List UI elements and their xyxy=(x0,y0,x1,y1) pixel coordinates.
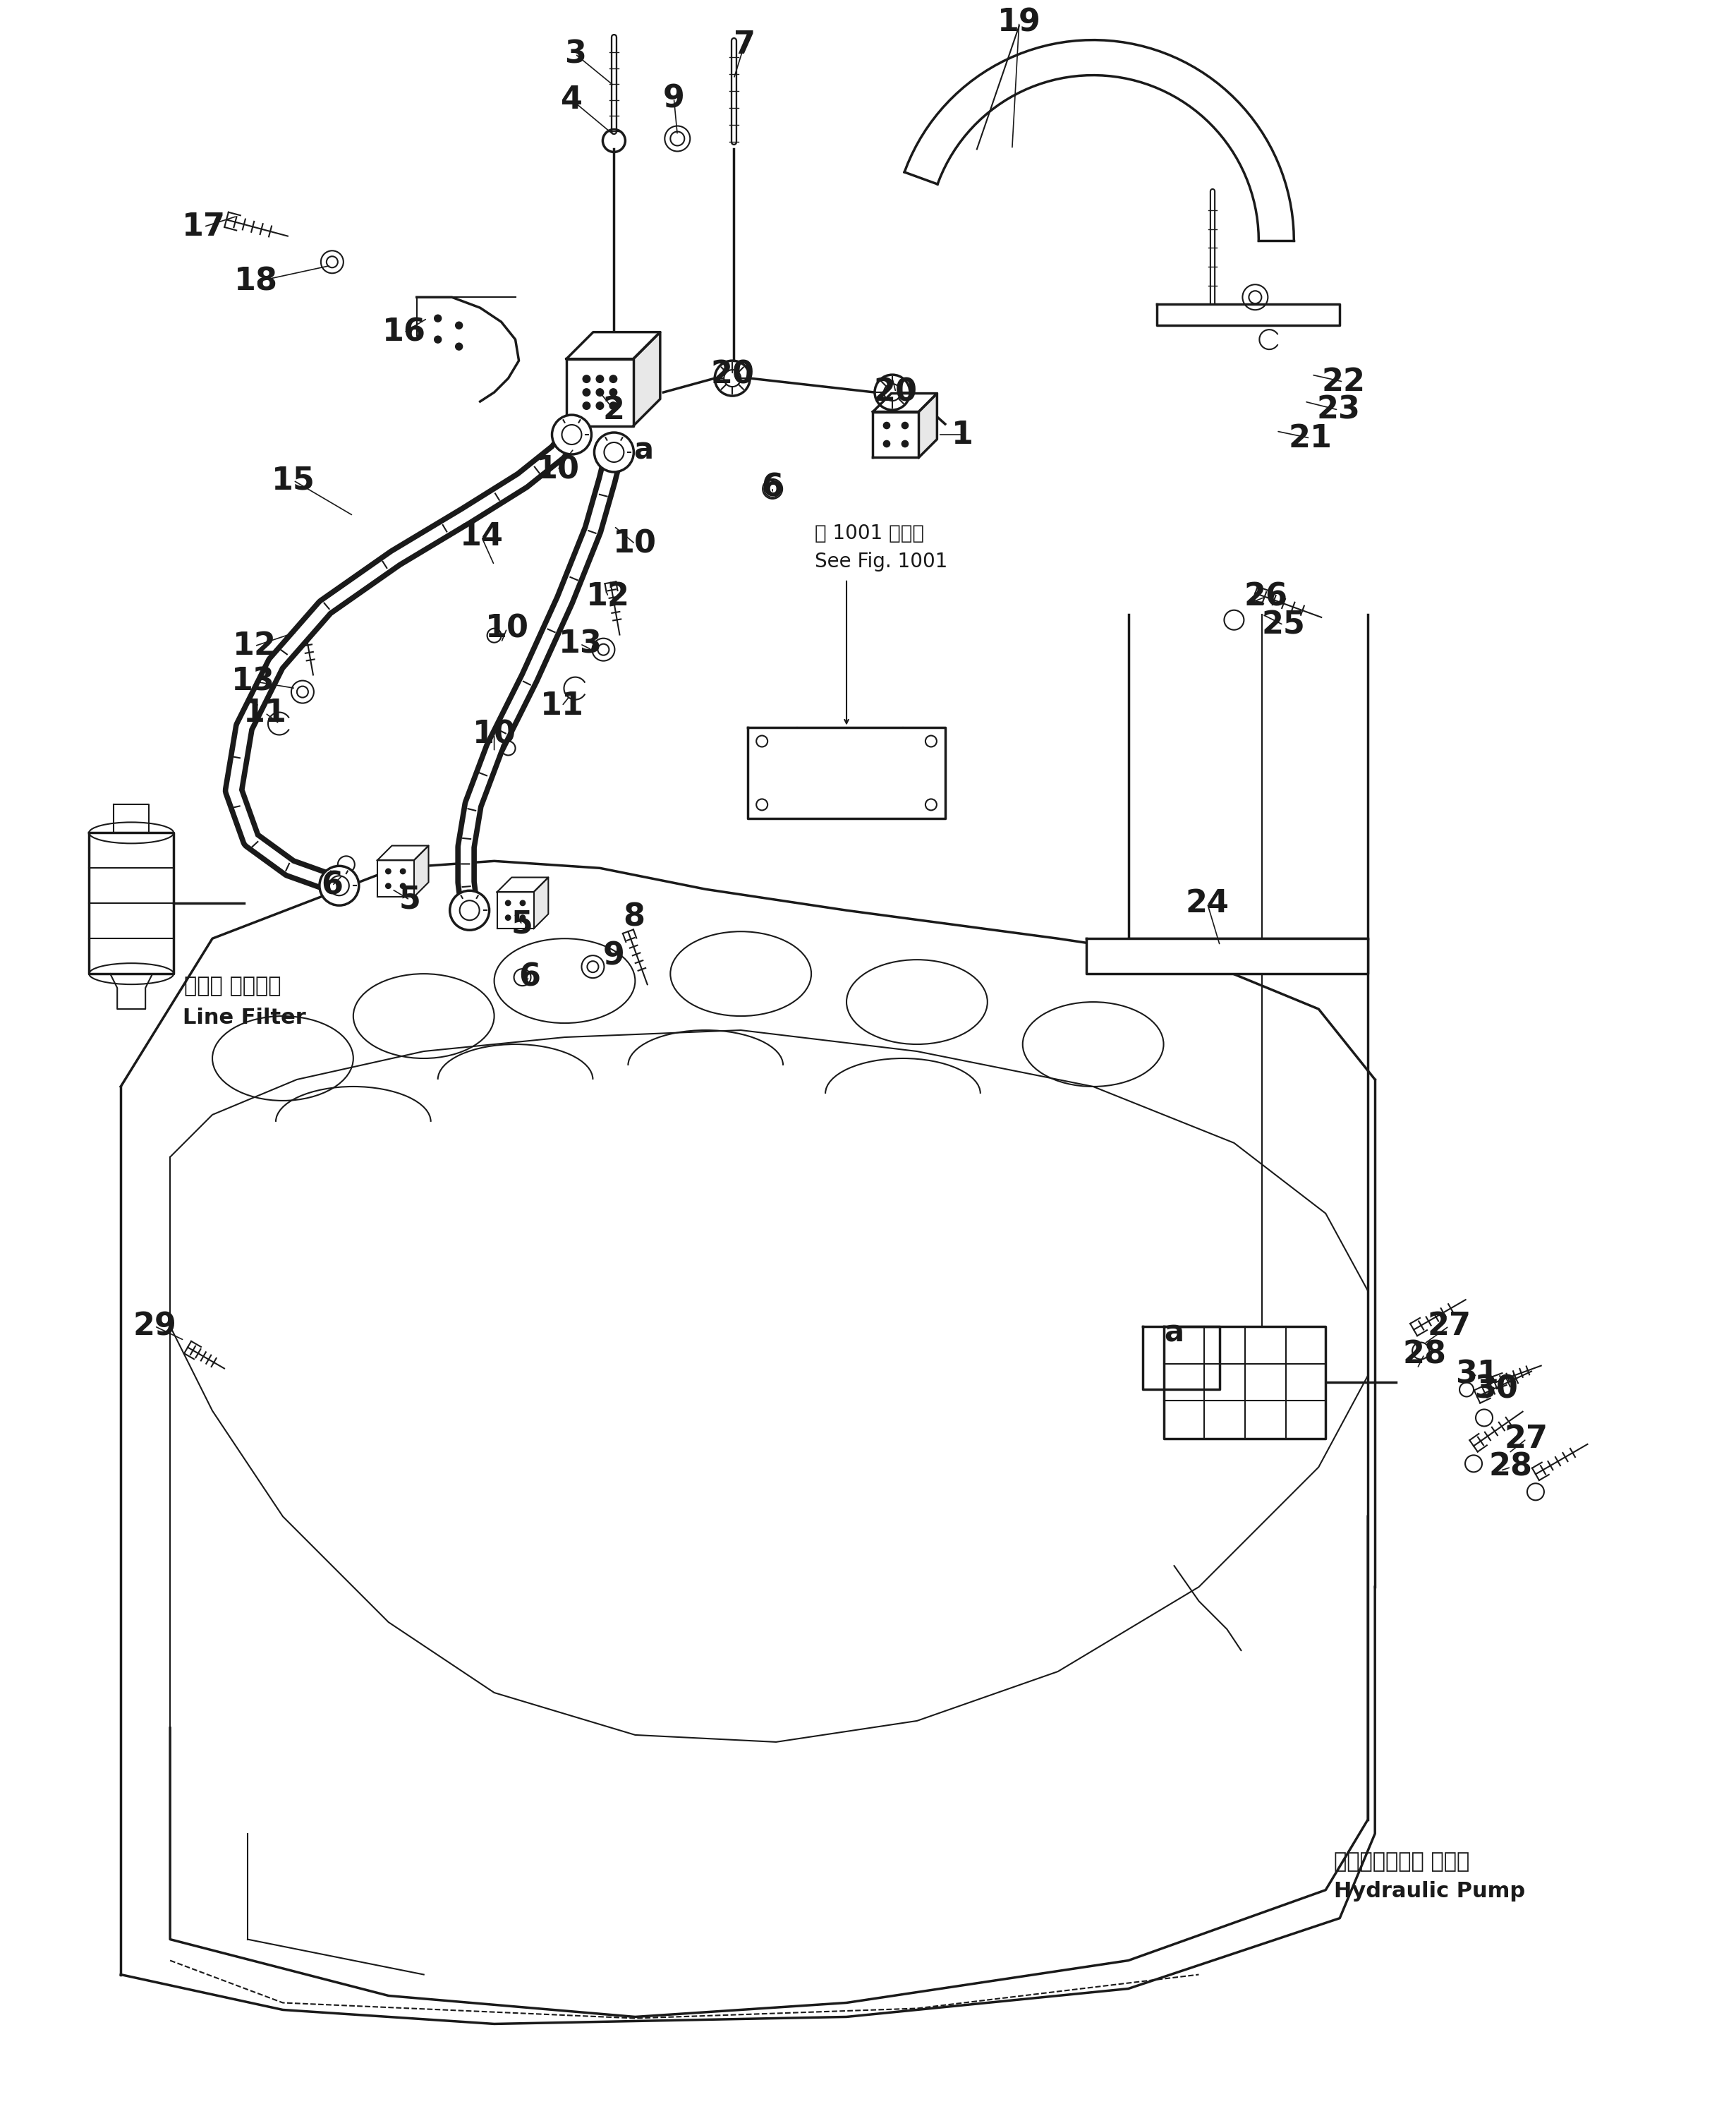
Text: 28: 28 xyxy=(1489,1451,1533,1483)
Polygon shape xyxy=(89,832,174,975)
Circle shape xyxy=(884,440,891,447)
Polygon shape xyxy=(634,332,660,426)
Text: 20: 20 xyxy=(873,377,918,409)
Text: 11: 11 xyxy=(540,692,583,721)
Text: 15: 15 xyxy=(271,466,316,496)
Circle shape xyxy=(434,336,441,343)
Text: 22: 22 xyxy=(1321,366,1364,398)
Polygon shape xyxy=(873,411,918,458)
Text: 27: 27 xyxy=(1427,1311,1470,1341)
Polygon shape xyxy=(1087,938,1368,975)
Text: 13: 13 xyxy=(559,628,602,660)
Circle shape xyxy=(594,432,634,472)
Circle shape xyxy=(450,892,490,930)
Circle shape xyxy=(609,389,616,396)
Circle shape xyxy=(583,375,590,383)
Text: 5: 5 xyxy=(399,885,420,915)
Text: 24: 24 xyxy=(1186,887,1229,919)
Circle shape xyxy=(595,389,604,396)
Text: 11: 11 xyxy=(243,698,286,728)
Circle shape xyxy=(401,868,406,875)
Polygon shape xyxy=(873,394,937,411)
Text: 6: 6 xyxy=(519,962,540,992)
Text: ハイドロリック ポンプ: ハイドロリック ポンプ xyxy=(1333,1851,1470,1873)
Polygon shape xyxy=(1156,304,1340,326)
Polygon shape xyxy=(533,877,549,928)
Polygon shape xyxy=(918,394,937,458)
Text: 29: 29 xyxy=(132,1311,177,1341)
Text: See Fig. 1001: See Fig. 1001 xyxy=(814,551,948,572)
Text: 8: 8 xyxy=(623,902,644,932)
Circle shape xyxy=(455,343,462,351)
Text: 5: 5 xyxy=(512,909,533,941)
Text: 第 1001 図参照: 第 1001 図参照 xyxy=(814,523,924,543)
Text: 10: 10 xyxy=(613,528,656,560)
Circle shape xyxy=(455,321,462,330)
Text: 6: 6 xyxy=(321,870,344,900)
Text: 18: 18 xyxy=(234,266,278,298)
Text: 27: 27 xyxy=(1505,1424,1549,1453)
Text: 2: 2 xyxy=(602,396,625,426)
Polygon shape xyxy=(496,892,533,928)
Text: ライン フィルタ: ライン フィルタ xyxy=(184,977,281,996)
Text: 30: 30 xyxy=(1474,1375,1517,1404)
Circle shape xyxy=(385,883,391,890)
Text: Line Filter: Line Filter xyxy=(182,1007,306,1028)
Text: 4: 4 xyxy=(561,85,583,115)
Text: 20: 20 xyxy=(710,360,753,389)
Polygon shape xyxy=(1163,1326,1326,1439)
Circle shape xyxy=(505,915,510,919)
Text: 10: 10 xyxy=(472,719,516,749)
Circle shape xyxy=(609,402,616,409)
Text: 10: 10 xyxy=(484,613,529,643)
Text: 9: 9 xyxy=(663,83,684,113)
Text: a: a xyxy=(1165,1319,1184,1347)
Polygon shape xyxy=(748,728,944,819)
Polygon shape xyxy=(413,845,429,898)
Circle shape xyxy=(583,389,590,396)
Text: 9: 9 xyxy=(602,941,625,970)
Polygon shape xyxy=(566,360,634,426)
Circle shape xyxy=(521,900,526,907)
Text: 26: 26 xyxy=(1245,581,1288,613)
Text: 3: 3 xyxy=(564,38,587,70)
Text: 28: 28 xyxy=(1403,1339,1446,1370)
Circle shape xyxy=(609,375,616,383)
Polygon shape xyxy=(496,877,549,892)
Circle shape xyxy=(385,868,391,875)
Circle shape xyxy=(595,375,604,383)
Circle shape xyxy=(552,415,592,455)
Polygon shape xyxy=(566,332,660,360)
Text: 19: 19 xyxy=(996,6,1042,38)
Polygon shape xyxy=(377,845,429,860)
Text: 21: 21 xyxy=(1288,423,1332,453)
Circle shape xyxy=(583,402,590,409)
Polygon shape xyxy=(377,860,413,898)
Text: 12: 12 xyxy=(587,581,630,613)
Text: 6: 6 xyxy=(762,472,783,502)
Circle shape xyxy=(505,900,510,907)
Text: 31: 31 xyxy=(1455,1360,1498,1390)
Polygon shape xyxy=(1142,1326,1220,1390)
Text: 14: 14 xyxy=(460,521,503,551)
Circle shape xyxy=(521,915,526,919)
Text: 16: 16 xyxy=(382,317,425,347)
Text: a: a xyxy=(634,436,653,466)
Text: 10: 10 xyxy=(536,455,580,485)
Text: 23: 23 xyxy=(1316,396,1359,426)
Circle shape xyxy=(884,421,891,428)
Circle shape xyxy=(595,402,604,409)
Circle shape xyxy=(901,421,908,428)
Circle shape xyxy=(901,440,908,447)
Text: 1: 1 xyxy=(951,419,974,449)
Circle shape xyxy=(434,315,441,321)
Text: 25: 25 xyxy=(1262,611,1305,641)
Text: 17: 17 xyxy=(182,211,226,243)
Text: 13: 13 xyxy=(231,666,274,696)
Text: Hydraulic Pump: Hydraulic Pump xyxy=(1333,1881,1526,1902)
Circle shape xyxy=(319,866,359,904)
Text: 12: 12 xyxy=(233,630,276,662)
Circle shape xyxy=(401,883,406,890)
Text: 7: 7 xyxy=(733,30,755,60)
